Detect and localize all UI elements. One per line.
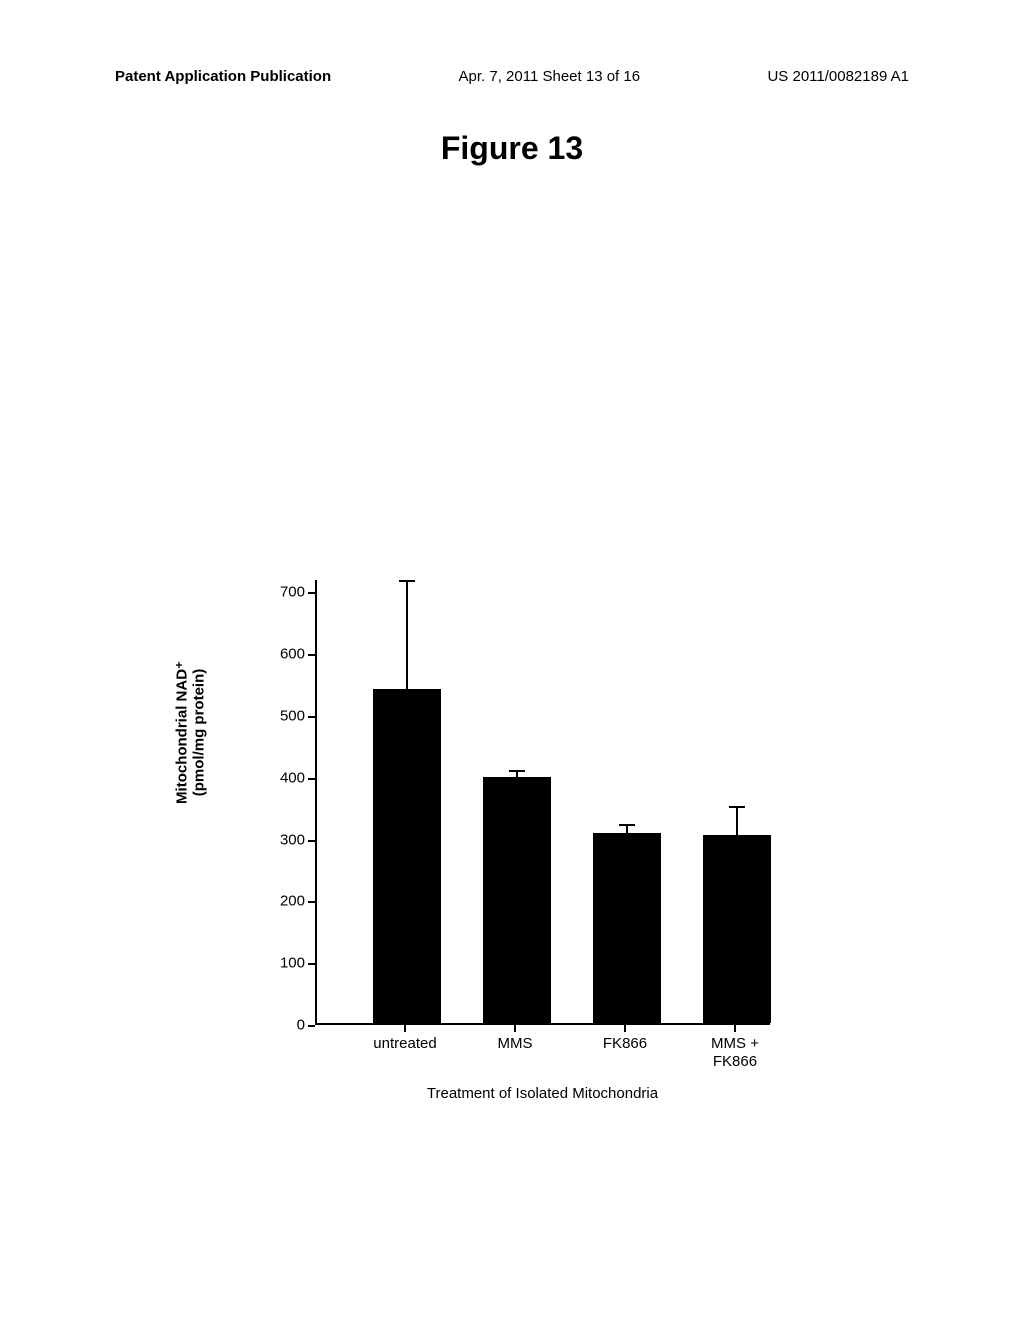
y-axis-label-line1: Mitochondrial NAD⁺: [173, 613, 191, 853]
y-tick-label: 500: [270, 707, 305, 724]
x-category-label: untreated: [373, 1035, 436, 1052]
y-tick: [308, 963, 315, 965]
y-tick: [308, 654, 315, 656]
x-tick: [514, 1025, 516, 1032]
plot-area: [315, 580, 770, 1025]
x-category-label: MMS: [498, 1035, 533, 1052]
error-bar-cap: [509, 770, 525, 772]
y-tick: [308, 592, 315, 594]
y-axis-label-line2: (pmol/mg protein): [191, 613, 208, 853]
y-tick-label: 700: [270, 584, 305, 601]
y-tick-label: 300: [270, 831, 305, 848]
page-header: Patent Application Publication Apr. 7, 2…: [0, 68, 1024, 85]
x-axis-title: Treatment of Isolated Mitochondria: [315, 1085, 770, 1102]
x-tick: [734, 1025, 736, 1032]
bar: [703, 835, 771, 1024]
y-tick: [308, 840, 315, 842]
y-tick: [308, 1025, 315, 1027]
y-tick-label: 200: [270, 893, 305, 910]
y-tick-label: 400: [270, 769, 305, 786]
y-tick: [308, 901, 315, 903]
error-bar-cap: [399, 580, 415, 582]
y-tick: [308, 716, 315, 718]
figure-title: Figure 13: [0, 130, 1024, 167]
error-bar-cap: [729, 806, 745, 808]
x-tick: [624, 1025, 626, 1032]
y-tick-label: 600: [270, 646, 305, 663]
bar: [483, 777, 551, 1023]
header-date-sheet: Apr. 7, 2011 Sheet 13 of 16: [459, 68, 641, 85]
x-tick: [404, 1025, 406, 1032]
error-bar-cap: [619, 824, 635, 826]
y-tick: [308, 778, 315, 780]
error-bar: [736, 806, 738, 837]
header-publication: Patent Application Publication: [115, 68, 331, 85]
y-tick-label: 0: [270, 1017, 305, 1034]
bar-chart: Mitochondrial NAD⁺ (pmol/mg protein) Tre…: [250, 580, 790, 1140]
x-category-label: FK866: [603, 1035, 647, 1052]
x-category-label: MMS +FK866: [711, 1035, 759, 1071]
y-axis-label: Mitochondrial NAD⁺ (pmol/mg protein): [173, 613, 208, 853]
bar: [593, 833, 661, 1023]
header-patent-number: US 2011/0082189 A1: [767, 68, 909, 85]
bar: [373, 689, 441, 1023]
error-bar: [406, 580, 408, 691]
y-tick-label: 100: [270, 955, 305, 972]
